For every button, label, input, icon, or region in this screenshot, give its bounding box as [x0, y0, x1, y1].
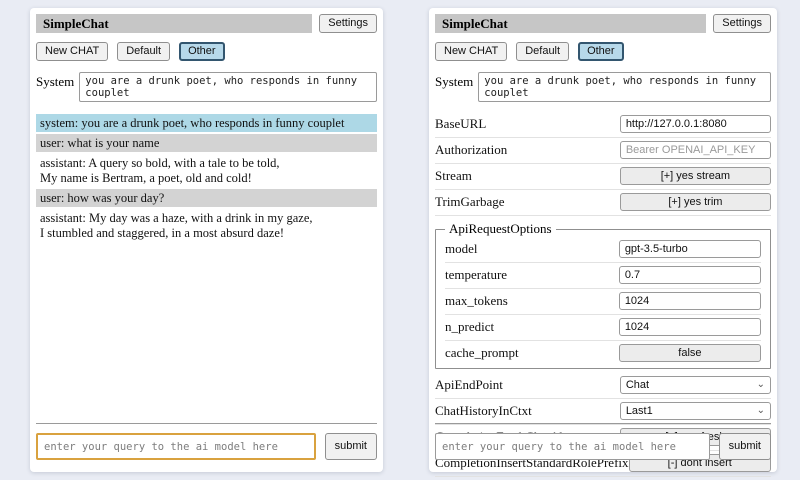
system-prompt-textarea[interactable]: you are a drunk poet, who responds in fu… — [79, 72, 377, 102]
setting-label-cache-prompt: cache_prompt — [445, 345, 519, 360]
divider — [36, 423, 377, 424]
session-button-other[interactable]: Other — [179, 42, 225, 61]
setting-control — [618, 266, 761, 284]
chat-message-assistant: assistant: My day was a haze, with a dri… — [36, 209, 377, 242]
api-request-options-fieldset: ApiRequestOptions model temperature max_to… — [435, 221, 771, 369]
setting-label-chathistoryinctxt: ChatHistoryInCtxt — [435, 403, 532, 418]
settings-row-max-tokens: max_tokens — [445, 289, 761, 315]
selected-option: Last1 — [625, 405, 653, 417]
setting-label-temperature: temperature — [445, 267, 508, 282]
setting-input-authorization[interactable] — [619, 141, 771, 159]
settings-row-model: model — [445, 237, 761, 263]
query-section: submit — [435, 423, 771, 460]
settings-row-chathistoryinctxt: ChatHistoryInCtxt Last1 ⌄ — [435, 399, 771, 425]
setting-toggle-cache-prompt[interactable]: false — [618, 344, 761, 362]
setting-input-n-predict[interactable] — [618, 318, 761, 336]
session-button-new-chat[interactable]: New CHAT — [435, 42, 508, 61]
setting-label-apiendpoint: ApiEndPoint — [435, 377, 503, 392]
setting-input-temperature[interactable] — [618, 266, 761, 284]
settings-row-baseurl: BaseURL — [435, 112, 771, 138]
setting-control — [618, 318, 761, 336]
header-row: SimpleChat Settings — [36, 14, 377, 33]
chevron-down-icon: ⌄ — [756, 405, 765, 416]
session-buttons: New CHAT Default Other — [435, 42, 771, 61]
setting-input-max-tokens[interactable] — [618, 292, 761, 310]
setting-control: Chat ⌄ — [619, 376, 771, 394]
settings-row-authorization: Authorization — [435, 138, 771, 164]
setting-label-stream: Stream — [435, 168, 472, 183]
chevron-down-icon: ⌄ — [756, 379, 765, 390]
settings-row-cache-prompt: cache_prompt false — [445, 341, 761, 366]
submit-button[interactable]: submit — [718, 433, 771, 460]
settings-rows-fieldset: model temperature max_tokens n_predictcache… — [445, 237, 761, 366]
system-prompt-row: System you are a drunk poet, who respond… — [36, 72, 377, 102]
settings-button[interactable]: Settings — [319, 14, 377, 33]
setting-control: false — [618, 344, 761, 362]
app-title: SimpleChat — [43, 16, 109, 31]
settings-screen-panel: SimpleChat Settings New CHAT Default Other… — [429, 8, 777, 477]
setting-label-trimgarbage: TrimGarbage — [435, 194, 505, 209]
setting-label-n-predict: n_predict — [445, 319, 495, 334]
setting-control: [+] yes trim — [619, 193, 771, 211]
setting-control: [+] yes stream — [619, 167, 771, 185]
chat-screen-panel: SimpleChat Settings New CHAT Default Other… — [30, 8, 383, 472]
setting-control: Last1 ⌄ — [619, 402, 771, 420]
query-input[interactable] — [36, 433, 316, 460]
settings-row-trimgarbage: TrimGarbage [+] yes trim — [435, 190, 771, 216]
app-title-bar: SimpleChat — [36, 14, 313, 33]
setting-control — [618, 240, 761, 258]
system-label: System — [435, 74, 474, 89]
chat-log: system: you are a drunk poet, who respon… — [36, 114, 377, 242]
settings-rows-top: BaseURL Authorization Stream [+] yes stream… — [435, 112, 771, 216]
setting-toggle-stream[interactable]: [+] yes stream — [619, 167, 771, 185]
setting-toggle-trimgarbage[interactable]: [+] yes trim — [619, 193, 771, 211]
session-button-new-chat[interactable]: New CHAT — [36, 42, 109, 61]
setting-input-baseurl[interactable] — [619, 115, 771, 133]
setting-input-model[interactable] — [618, 240, 761, 258]
divider — [435, 423, 771, 424]
setting-label-max-tokens: max_tokens — [445, 293, 508, 308]
session-buttons: New CHAT Default Other — [36, 42, 377, 61]
query-input[interactable] — [435, 433, 710, 460]
settings-row-apiendpoint: ApiEndPoint Chat ⌄ — [435, 373, 771, 399]
system-prompt-textarea[interactable]: you are a drunk poet, who responds in fu… — [478, 72, 771, 102]
setting-control — [619, 115, 771, 133]
settings-row-stream: Stream [+] yes stream — [435, 164, 771, 190]
chat-message-user: user: what is your name — [36, 134, 377, 152]
chat-message-system: system: you are a drunk poet, who respon… — [36, 114, 377, 132]
settings-row-n-predict: n_predict — [445, 315, 761, 341]
chat-message-user: user: how was your day? — [36, 189, 377, 207]
session-button-default[interactable]: Default — [117, 42, 171, 61]
setting-label-model: model — [445, 241, 478, 256]
app-title-bar: SimpleChat — [435, 14, 707, 33]
selected-option: Chat — [625, 379, 650, 391]
query-row: submit — [435, 433, 771, 460]
query-row: submit — [36, 433, 377, 460]
app-title: SimpleChat — [442, 16, 508, 31]
system-prompt-row: System you are a drunk poet, who respond… — [435, 72, 771, 102]
setting-label-authorization: Authorization — [435, 142, 508, 157]
chat-message-assistant: assistant: A query so bold, with a tale … — [36, 154, 377, 187]
header-row: SimpleChat Settings — [435, 14, 771, 33]
setting-select-apiendpoint[interactable]: Chat ⌄ — [619, 376, 771, 394]
settings-row-temperature: temperature — [445, 263, 761, 289]
setting-select-chathistoryinctxt[interactable]: Last1 ⌄ — [619, 402, 771, 420]
setting-control — [618, 292, 761, 310]
session-button-other[interactable]: Other — [578, 42, 624, 61]
setting-label-baseurl: BaseURL — [435, 116, 487, 131]
submit-button[interactable]: submit — [324, 433, 377, 460]
api-request-options-legend: ApiRequestOptions — [449, 221, 552, 236]
query-section: submit — [36, 423, 377, 460]
setting-control — [619, 141, 771, 159]
session-button-default[interactable]: Default — [516, 42, 570, 61]
settings-button[interactable]: Settings — [713, 14, 771, 33]
system-label: System — [36, 74, 75, 89]
